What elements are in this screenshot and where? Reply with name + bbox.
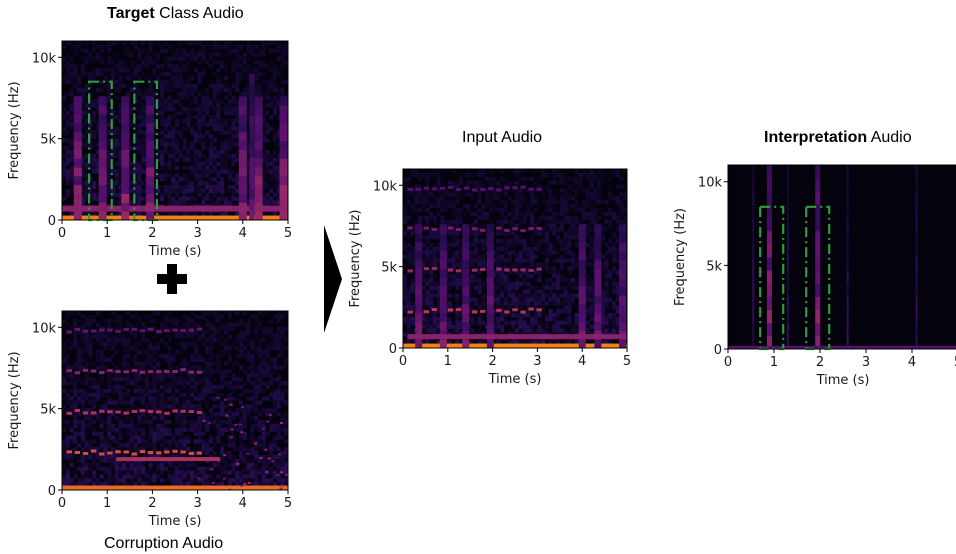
y-tick-label: 0 xyxy=(48,214,56,229)
y-axis-label: Frequency (Hz) xyxy=(673,208,688,306)
x-tick-label: 0 xyxy=(58,226,66,241)
highlight-box xyxy=(805,205,831,351)
plot-frame xyxy=(61,40,289,221)
x-tick-label: 1 xyxy=(770,355,778,370)
y-tick-label: 0 xyxy=(389,342,397,357)
x-axis-label: Time (s) xyxy=(148,244,202,259)
interpretation-audio-title: Interpretation Audio xyxy=(764,128,912,148)
x-tick-label: 3 xyxy=(193,496,201,511)
y-tick-label: 10k xyxy=(32,321,57,336)
corruption-audio-title: Corruption Audio xyxy=(104,534,223,554)
x-tick-label: 1 xyxy=(103,496,111,511)
plot-frame xyxy=(61,310,289,491)
x-tick-label: 2 xyxy=(816,355,824,370)
plus-icon xyxy=(157,264,187,294)
plot-frame xyxy=(727,164,956,350)
corruption-spectrogram-image xyxy=(62,311,288,490)
x-axis-label: Time (s) xyxy=(148,514,202,529)
x-tick-label: 3 xyxy=(193,226,201,241)
x-tick-label: 0 xyxy=(399,354,407,369)
y-tick-label: 10k xyxy=(373,179,398,194)
y-tick-label: 5k xyxy=(706,259,722,274)
y-tick-label: 0 xyxy=(48,484,56,499)
interpretation-spectrogram-image xyxy=(728,165,956,349)
x-tick-label: 0 xyxy=(724,355,732,370)
x-tick-label: 5 xyxy=(623,354,631,369)
x-tick-label: 5 xyxy=(284,496,292,511)
input-audio-title: Input Audio xyxy=(462,128,542,148)
y-axis-label: Frequency (Hz) xyxy=(7,81,22,179)
y-tick-label: 5k xyxy=(40,133,56,148)
x-tick-label: 1 xyxy=(444,354,452,369)
x-tick-label: 2 xyxy=(148,226,156,241)
x-tick-label: 4 xyxy=(578,354,586,369)
target-spectrogram-image xyxy=(62,41,288,220)
x-tick-label: 5 xyxy=(284,226,292,241)
x-tick-label: 1 xyxy=(103,226,111,241)
x-tick-label: 2 xyxy=(148,496,156,511)
target-class-audio-title: Target Class Audio xyxy=(107,4,244,24)
target-title-rest: Class Audio xyxy=(154,5,244,22)
x-tick-label: 0 xyxy=(58,496,66,511)
input-spectrogram-image xyxy=(403,169,627,348)
y-axis-label: Frequency (Hz) xyxy=(348,209,363,307)
y-tick-label: 5k xyxy=(381,261,397,276)
x-axis-label: Time (s) xyxy=(816,373,870,388)
y-tick-label: 5k xyxy=(40,403,56,418)
y-tick-label: 0 xyxy=(714,343,722,358)
input-title-text: Input Audio xyxy=(462,129,543,146)
interpretation-title-bold: Interpretation xyxy=(764,129,868,146)
corruption-title-text: Corruption Audio xyxy=(104,535,224,552)
x-tick-label: 3 xyxy=(533,354,541,369)
right-arrow-icon xyxy=(324,225,342,333)
plot-frame xyxy=(402,168,628,349)
x-axis-label: Time (s) xyxy=(488,372,542,387)
y-tick-label: 10k xyxy=(32,51,57,66)
x-tick-label: 5 xyxy=(954,355,956,370)
interpretation-title-rest: Audio xyxy=(867,129,912,146)
y-tick-label: 10k xyxy=(698,176,723,191)
x-tick-label: 3 xyxy=(862,355,870,370)
x-tick-label: 4 xyxy=(239,226,247,241)
x-tick-label: 4 xyxy=(908,355,916,370)
highlight-box xyxy=(759,205,785,351)
target-title-bold: Target xyxy=(107,5,155,22)
x-tick-label: 2 xyxy=(488,354,496,369)
y-axis-label: Frequency (Hz) xyxy=(7,351,22,449)
x-tick-label: 4 xyxy=(239,496,247,511)
